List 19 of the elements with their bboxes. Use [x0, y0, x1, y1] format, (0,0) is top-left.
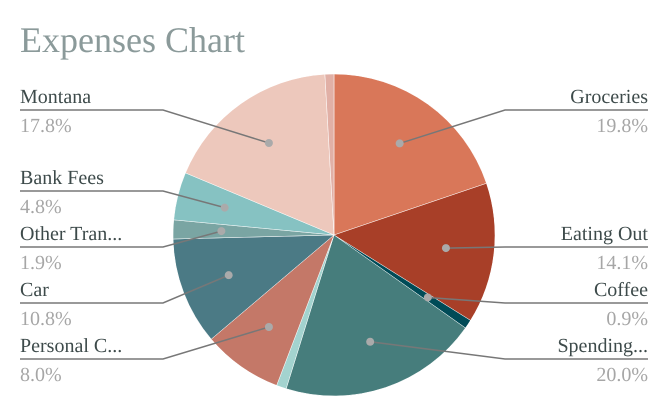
data-label: 17.8%	[20, 115, 72, 137]
slice-label: Groceries	[570, 86, 648, 108]
slice-label: Car	[20, 279, 50, 301]
slice-label: Coffee	[594, 279, 648, 301]
data-label: 20.0%	[596, 364, 648, 386]
slice-label: Bank Fees	[20, 167, 104, 189]
data-label: 14.1%	[596, 252, 648, 274]
data-label: 1.9%	[20, 252, 62, 274]
slice-label: Eating Out	[560, 223, 648, 245]
data-label: 19.8%	[596, 115, 648, 137]
slice-label: Other Tran...	[20, 223, 122, 245]
data-label: 0.9%	[606, 308, 648, 330]
chart-title: Expenses Chart	[20, 20, 245, 60]
slice-label: Spending...	[557, 335, 648, 357]
data-label: 4.8%	[20, 196, 62, 218]
data-label: 10.8%	[20, 308, 72, 330]
slice-label: Montana	[20, 86, 92, 108]
slice-label: Personal C...	[20, 335, 122, 357]
data-label: 8.0%	[20, 364, 62, 386]
